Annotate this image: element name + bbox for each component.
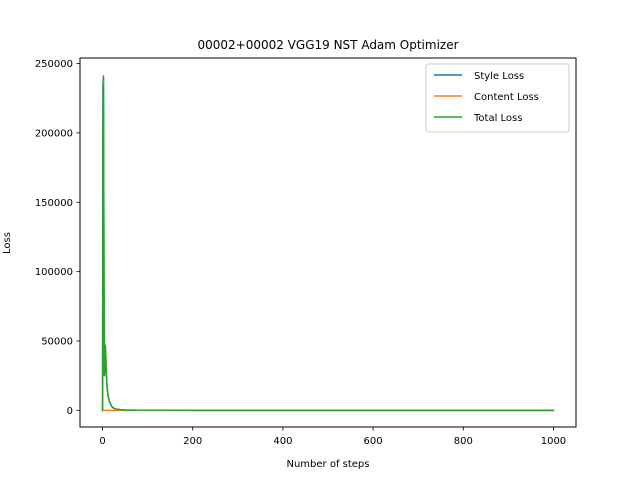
y-tick-label: 200000 [35,128,73,139]
legend-entries: Style Loss Content Loss Total Loss [434,71,539,124]
y-tick-label: 100000 [35,267,73,278]
y-tick-label: 150000 [35,198,73,209]
y-tick-label: 0 [67,406,73,417]
chart-title: 00002+00002 VGG19 NST Adam Optimizer [197,38,458,52]
x-tick-label: 0 [99,436,105,447]
legend-label-1: Style Loss [474,71,524,82]
legend-label-2: Content Loss [474,92,539,103]
x-tick-label: 200 [183,436,202,447]
x-tick-label: 600 [364,436,383,447]
legend-box [425,63,570,133]
y-ticks: 0 50000 100000 150000 200000 250000 [35,59,80,417]
x-tick-label: 800 [454,436,473,447]
series-layer [101,75,555,412]
series-line-3 [101,75,555,412]
y-tick-label: 250000 [35,59,73,70]
y-axis-label: Loss [2,232,13,254]
y-tick-label: 50000 [41,336,73,347]
x-tick-label: 1000 [541,436,566,447]
x-tick-label: 400 [273,436,292,447]
x-axis-label: Number of steps [286,459,369,470]
x-ticks: 0 200 400 600 800 1000 [99,427,566,447]
legend-label-3: Total Loss [473,113,522,124]
legend: Style Loss Content Loss Total Loss [425,63,570,133]
plot-frame [79,57,577,428]
